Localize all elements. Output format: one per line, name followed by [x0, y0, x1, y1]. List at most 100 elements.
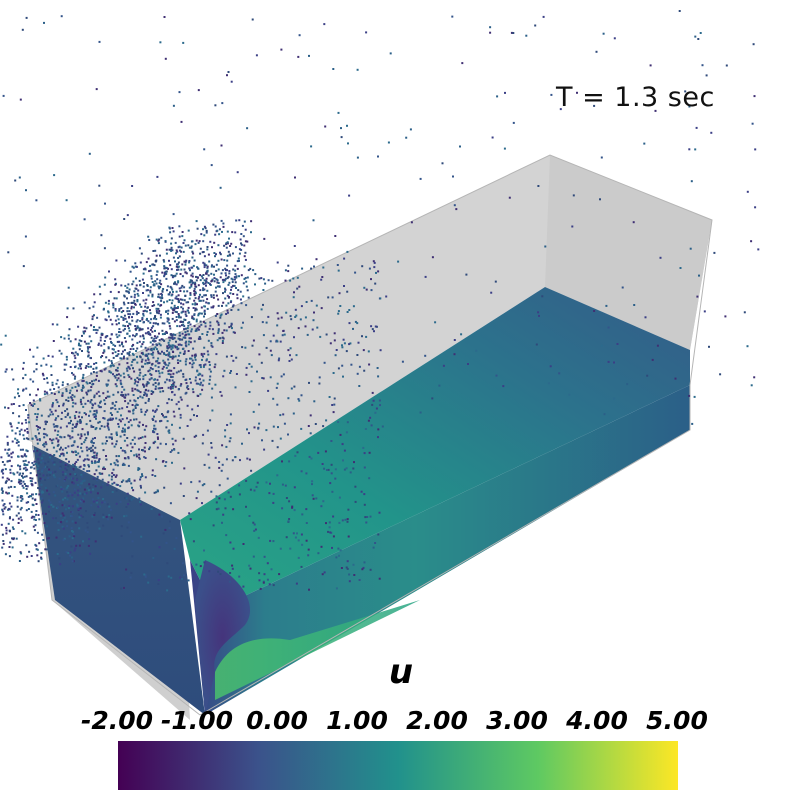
particle	[177, 261, 180, 264]
particle	[300, 305, 303, 308]
particle	[187, 343, 190, 346]
particle	[33, 370, 36, 373]
particle	[25, 437, 28, 440]
particle	[30, 516, 33, 519]
particle	[68, 391, 71, 394]
particle	[226, 477, 229, 480]
particle	[142, 292, 144, 294]
particle	[191, 317, 194, 320]
particle	[61, 448, 64, 451]
particle	[81, 515, 84, 518]
particle	[17, 455, 19, 458]
particle	[39, 452, 42, 455]
particle	[103, 425, 106, 428]
particle	[8, 546, 11, 548]
particle	[131, 446, 134, 449]
particle	[16, 505, 19, 508]
particle	[122, 350, 124, 353]
particle	[7, 251, 10, 254]
particle	[67, 286, 70, 289]
particle	[116, 315, 119, 318]
particle	[137, 312, 140, 314]
particle	[191, 408, 194, 411]
particle	[142, 310, 145, 313]
particle	[207, 339, 210, 342]
particle	[126, 526, 129, 529]
particle	[453, 204, 456, 207]
particle	[80, 446, 83, 449]
particle	[72, 352, 75, 355]
particle	[338, 521, 341, 524]
particle	[68, 535, 71, 538]
particle	[362, 566, 365, 569]
particle	[76, 382, 79, 385]
particle	[200, 306, 203, 309]
particle	[81, 334, 83, 337]
particle	[144, 476, 147, 479]
particle	[93, 396, 96, 399]
particle	[152, 322, 155, 325]
particle	[112, 343, 115, 346]
particle	[230, 325, 233, 328]
particle	[57, 522, 60, 524]
particle	[89, 389, 92, 392]
particle	[181, 578, 183, 580]
particle	[113, 297, 116, 300]
particle	[364, 428, 367, 430]
particle	[173, 275, 176, 278]
colorbar-tick-label: 4.00	[566, 706, 628, 735]
particle	[193, 325, 196, 328]
particle	[84, 330, 87, 333]
particle	[174, 297, 177, 300]
particle	[229, 301, 232, 304]
particle	[263, 573, 266, 576]
particle	[26, 555, 29, 558]
particle	[190, 279, 193, 282]
particle	[151, 293, 154, 296]
particle	[80, 435, 83, 438]
particle	[15, 441, 18, 444]
particle	[163, 361, 166, 364]
particle	[20, 499, 23, 502]
particle	[750, 384, 753, 387]
particle	[126, 406, 129, 408]
particle	[202, 433, 205, 436]
particle	[192, 264, 195, 267]
particle	[85, 492, 88, 495]
particle	[4, 553, 7, 556]
particle	[104, 318, 107, 321]
particle	[144, 389, 147, 392]
particle	[534, 24, 537, 27]
particle	[65, 399, 68, 402]
particle	[442, 364, 445, 367]
particle	[270, 568, 273, 571]
particle	[23, 429, 26, 432]
particle	[268, 583, 271, 586]
particle	[152, 263, 155, 266]
particle	[73, 497, 76, 500]
particle	[236, 171, 239, 174]
particle	[633, 304, 636, 306]
particle	[1, 510, 4, 513]
particle	[71, 430, 74, 433]
particle	[167, 341, 170, 344]
particle	[205, 270, 208, 273]
particle	[88, 538, 91, 541]
particle	[168, 351, 171, 354]
particle	[185, 358, 188, 361]
particle	[132, 497, 135, 500]
particle	[220, 219, 223, 222]
particle	[202, 320, 205, 323]
particle	[304, 316, 307, 319]
particle	[71, 450, 73, 453]
particle	[53, 470, 56, 473]
particle	[157, 370, 160, 373]
particle	[116, 336, 119, 339]
particle	[31, 515, 34, 518]
particle	[175, 537, 178, 540]
particle	[183, 286, 186, 289]
particle	[110, 433, 113, 436]
particle	[149, 286, 152, 289]
particle	[24, 466, 27, 469]
particle	[127, 283, 130, 286]
